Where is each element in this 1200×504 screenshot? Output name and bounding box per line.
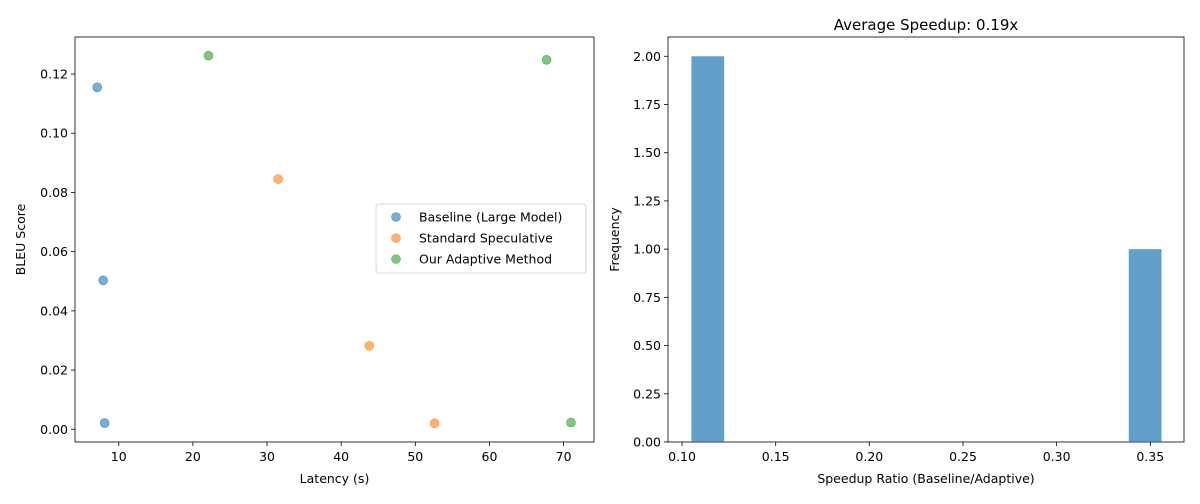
- right-y-tick-label: 1.75: [633, 97, 661, 112]
- left-y-tick-label: 0.00: [40, 422, 68, 437]
- histogram-bar: [1128, 249, 1162, 442]
- left-y-axis-label: BLEU Score: [13, 203, 28, 275]
- left-x-tick-label: 40: [333, 449, 349, 464]
- scatter-point: [541, 54, 552, 65]
- right-y-tick-label: 1.00: [633, 242, 661, 257]
- right-y-tick-label: 0.75: [633, 290, 661, 305]
- legend-marker: [391, 254, 401, 264]
- scatter-points: [92, 50, 576, 429]
- histogram-bars: [691, 56, 1162, 443]
- legend-label: Standard Speculative: [419, 231, 553, 246]
- right-y-tick-label: 0.25: [633, 386, 661, 401]
- legend-marker: [391, 233, 401, 243]
- left-y-tick-label: 0.06: [40, 244, 68, 259]
- right-x-axis-label: Speedup Ratio (Baseline/Adaptive): [817, 471, 1034, 486]
- left-y-tick-label: 0.02: [40, 363, 68, 378]
- right-x-tick-label: 0.15: [762, 449, 790, 464]
- right-y-tick-label: 1.25: [633, 193, 661, 208]
- left-x-tick-label: 20: [185, 449, 201, 464]
- left-y-tick-label: 0.04: [40, 303, 68, 318]
- right-y-tick-label: 0.00: [633, 435, 661, 450]
- right-axes: 0.10 0.15 0.20 0.25 0.30 0.35 0.00 0.25 0.50 0.75…: [607, 16, 1185, 486]
- scatter-point: [273, 174, 283, 184]
- legend-label: Our Adaptive Method: [419, 252, 552, 267]
- scatter-point: [429, 418, 440, 429]
- left-y-tick-label: 0.12: [40, 67, 68, 82]
- right-chart-title: Average Speedup: 0.19x: [834, 16, 1019, 34]
- left-axes-frame: [74, 36, 595, 443]
- scatter-point: [92, 82, 103, 93]
- left-x-tick-label: 30: [259, 449, 275, 464]
- left-x-tick-label: 70: [556, 449, 572, 464]
- left-x-tick-label: 10: [111, 449, 127, 464]
- left-x-tick-label: 60: [482, 449, 498, 464]
- scatter-point: [99, 418, 110, 428]
- left-x-tick-label: 50: [407, 449, 423, 464]
- right-y-tick-label: 0.50: [633, 338, 661, 353]
- right-x-tick-label: 0.35: [1136, 449, 1164, 464]
- right-y-tick-label: 2.00: [633, 49, 661, 64]
- scatter-point: [566, 417, 576, 428]
- left-x-axis-label: Latency (s): [300, 471, 370, 486]
- right-x-tick-label: 0.20: [855, 449, 883, 464]
- right-axes-frame: [667, 36, 1185, 443]
- left-y-tick-label: 0.10: [40, 126, 68, 141]
- histogram-bar: [691, 56, 725, 443]
- right-x-tick-label: 0.25: [949, 449, 977, 464]
- legend-marker: [391, 212, 401, 222]
- right-y-tick-label: 1.50: [633, 145, 661, 160]
- left-y-tick-label: 0.08: [40, 185, 68, 200]
- left-axes: 10 20 30 40 50 60 70 0.00 0.02 0.04 0.06 0.08 0.10 0.…: [13, 36, 595, 486]
- right-y-axis-label: Frequency: [607, 207, 622, 272]
- legend: Baseline (Large Model) Standard Speculati…: [375, 203, 587, 274]
- legend-label: Baseline (Large Model): [419, 210, 562, 225]
- scatter-point: [98, 275, 108, 286]
- legend-box: [375, 203, 587, 274]
- right-x-tick-label: 0.30: [1043, 449, 1071, 464]
- right-x-tick-label: 0.10: [668, 449, 696, 464]
- scatter-point: [203, 50, 214, 61]
- scatter-point: [364, 340, 375, 351]
